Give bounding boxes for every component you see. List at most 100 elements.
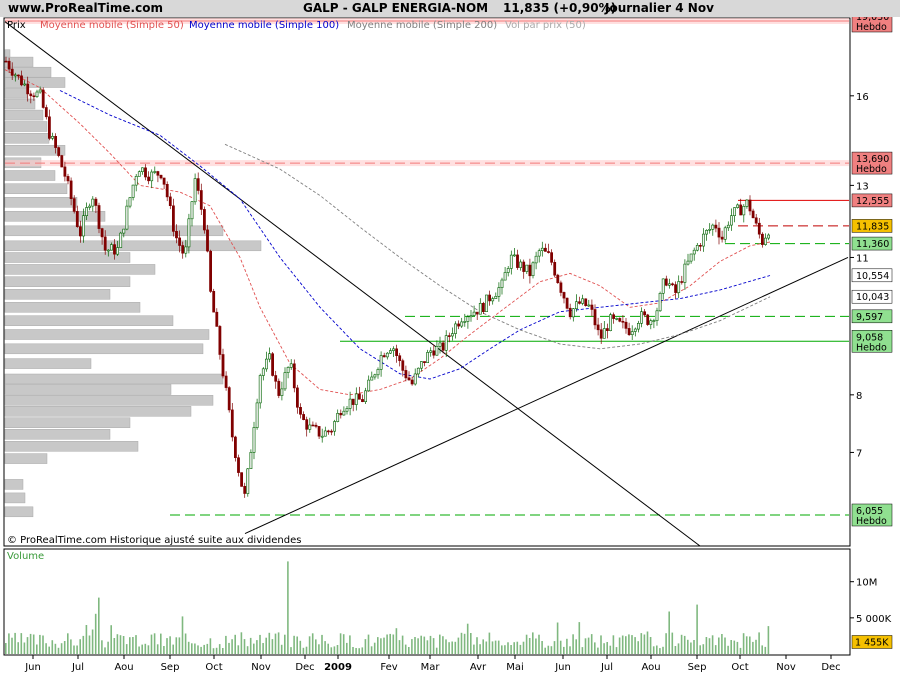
candle-body bbox=[206, 229, 209, 252]
candle-body bbox=[209, 250, 213, 292]
candle-body bbox=[103, 236, 107, 251]
site-url[interactable]: www.ProRealTime.com bbox=[8, 1, 163, 15]
candle-body bbox=[227, 387, 231, 411]
candle-body bbox=[286, 366, 290, 373]
candle-body bbox=[181, 245, 185, 254]
volume-bar bbox=[197, 645, 199, 654]
volume-bar bbox=[476, 637, 478, 654]
candle-body bbox=[69, 180, 73, 199]
candle-body bbox=[268, 353, 271, 360]
candle-body bbox=[7, 60, 11, 70]
legend-vol: Vol par prix (50) bbox=[505, 20, 586, 31]
volume-bar bbox=[352, 647, 354, 654]
candle-body bbox=[23, 83, 27, 86]
vbp-bar bbox=[4, 197, 78, 208]
volume-bar bbox=[606, 642, 608, 654]
volume-bar bbox=[45, 643, 47, 654]
vbp-bar bbox=[4, 343, 204, 355]
volume-bar bbox=[107, 641, 109, 654]
candle-body bbox=[556, 274, 560, 284]
vbp-bar bbox=[4, 329, 210, 340]
candle-body bbox=[590, 304, 594, 310]
candle-body bbox=[258, 375, 262, 404]
volume-bar bbox=[466, 623, 469, 654]
volume-bar bbox=[544, 647, 546, 654]
volume-bar bbox=[736, 641, 739, 654]
vbp-bar bbox=[4, 211, 106, 222]
volume-bar bbox=[39, 634, 41, 654]
volume-bar bbox=[395, 628, 398, 654]
level-tag-value: 19,030 bbox=[856, 17, 889, 23]
candle-body bbox=[292, 363, 296, 389]
volume-bar bbox=[510, 645, 512, 654]
candle-body bbox=[708, 229, 712, 231]
candle-body bbox=[494, 295, 498, 299]
ma50-line bbox=[4, 69, 771, 396]
volume-bar bbox=[268, 632, 271, 654]
candle-body bbox=[370, 376, 374, 381]
candle-body bbox=[199, 190, 203, 210]
legend-ma50: Moyenne mobile (Simple 50) bbox=[40, 20, 184, 31]
volume-bar bbox=[194, 643, 196, 654]
candle-body bbox=[237, 457, 240, 473]
volume-bar bbox=[482, 639, 484, 654]
time-tick-label: Mai bbox=[506, 662, 524, 673]
candle-body bbox=[299, 406, 302, 415]
candle-body bbox=[382, 355, 386, 358]
candle-body bbox=[435, 345, 439, 356]
candle-body bbox=[119, 232, 123, 248]
volume-bar bbox=[758, 632, 760, 654]
moving-averages bbox=[4, 69, 771, 396]
candle-body bbox=[624, 321, 628, 329]
candle-body bbox=[10, 68, 14, 76]
candle-body bbox=[578, 301, 581, 304]
volume-bar bbox=[141, 644, 143, 654]
candle-body bbox=[122, 228, 126, 234]
volume-bar bbox=[637, 641, 639, 654]
volume-bar bbox=[587, 637, 590, 654]
volume-bar bbox=[435, 647, 438, 654]
volume-bar bbox=[711, 635, 714, 654]
volume-bar bbox=[749, 636, 751, 654]
candle-body bbox=[35, 91, 39, 97]
volume-bar bbox=[98, 597, 100, 654]
candle-body bbox=[559, 282, 563, 293]
candle-body bbox=[478, 302, 482, 315]
volume-bar bbox=[355, 648, 357, 654]
candle-body bbox=[643, 311, 647, 316]
volume-bar bbox=[280, 644, 283, 654]
candle-body bbox=[475, 311, 479, 315]
vbp-bar bbox=[4, 121, 48, 132]
candle-body bbox=[618, 318, 622, 322]
price-tick-label: 11 bbox=[856, 253, 869, 264]
candle-body bbox=[621, 320, 625, 323]
candle-body bbox=[348, 398, 352, 409]
trendline bbox=[4, 21, 701, 547]
candle-body bbox=[274, 375, 278, 382]
candle-body bbox=[113, 244, 116, 255]
candle-body bbox=[649, 320, 653, 325]
time-tick-label: Oct bbox=[205, 662, 222, 673]
candle-body bbox=[714, 224, 718, 229]
candle-body bbox=[385, 352, 389, 358]
volume-bar bbox=[634, 637, 636, 654]
candle-body bbox=[587, 304, 591, 307]
candle-body bbox=[243, 485, 247, 494]
time-tick-label: 2009 bbox=[324, 662, 352, 673]
candle-body bbox=[547, 251, 550, 253]
volume-bar bbox=[14, 632, 16, 654]
volume-bar bbox=[293, 635, 295, 654]
candle-body bbox=[246, 468, 250, 494]
volume-bar bbox=[308, 636, 311, 654]
price-chart[interactable]: Prix Moyenne mobile (Simple 50) Moyenne … bbox=[0, 17, 900, 700]
volume-bar bbox=[652, 646, 655, 654]
vbp-bar bbox=[4, 479, 24, 490]
volume-bar bbox=[82, 635, 85, 654]
candle-body bbox=[354, 393, 358, 405]
volume-bar bbox=[91, 629, 94, 654]
candle-body bbox=[357, 393, 361, 400]
volume-bar bbox=[739, 647, 742, 654]
volume-bar bbox=[119, 635, 122, 654]
volume-bar bbox=[342, 634, 345, 654]
volume-bar bbox=[625, 636, 627, 654]
